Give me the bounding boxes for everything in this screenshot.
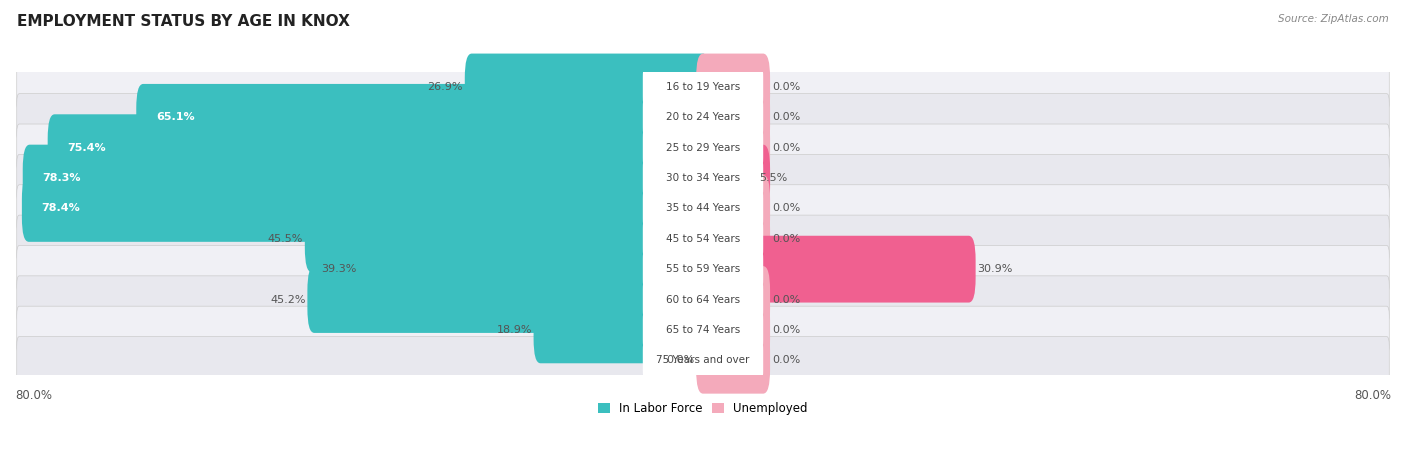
Text: EMPLOYMENT STATUS BY AGE IN KNOX: EMPLOYMENT STATUS BY AGE IN KNOX <box>17 14 350 28</box>
Text: 20 to 24 Years: 20 to 24 Years <box>666 112 740 122</box>
Text: 0.0%: 0.0% <box>772 112 800 122</box>
Text: 78.3%: 78.3% <box>42 173 82 183</box>
Text: 18.9%: 18.9% <box>496 325 531 335</box>
Text: 60 to 64 Years: 60 to 64 Years <box>666 294 740 305</box>
FancyBboxPatch shape <box>643 123 763 173</box>
FancyBboxPatch shape <box>17 124 1389 171</box>
Text: 26.9%: 26.9% <box>427 82 463 92</box>
Text: 30.9%: 30.9% <box>977 264 1012 274</box>
Text: 0.0%: 0.0% <box>772 143 800 153</box>
Text: 25 to 29 Years: 25 to 29 Years <box>666 143 740 153</box>
FancyBboxPatch shape <box>17 245 1389 293</box>
Text: 55 to 59 Years: 55 to 59 Years <box>666 264 740 274</box>
Text: 5.5%: 5.5% <box>759 173 787 183</box>
FancyBboxPatch shape <box>17 215 1389 262</box>
Text: 0.0%: 0.0% <box>772 294 800 305</box>
FancyBboxPatch shape <box>17 63 1389 111</box>
Text: 65 to 74 Years: 65 to 74 Years <box>666 325 740 335</box>
FancyBboxPatch shape <box>643 62 763 112</box>
FancyBboxPatch shape <box>465 54 710 120</box>
FancyBboxPatch shape <box>22 144 710 212</box>
FancyBboxPatch shape <box>696 297 770 363</box>
FancyBboxPatch shape <box>17 154 1389 202</box>
Text: 16 to 19 Years: 16 to 19 Years <box>666 82 740 92</box>
FancyBboxPatch shape <box>17 276 1389 323</box>
FancyBboxPatch shape <box>643 305 763 355</box>
Text: 30 to 34 Years: 30 to 34 Years <box>666 173 740 183</box>
FancyBboxPatch shape <box>643 153 763 203</box>
Text: 75.4%: 75.4% <box>67 143 105 153</box>
FancyBboxPatch shape <box>359 236 710 302</box>
Text: 0.0%: 0.0% <box>772 325 800 335</box>
Text: 78.4%: 78.4% <box>42 203 80 213</box>
FancyBboxPatch shape <box>643 184 763 234</box>
Text: 80.0%: 80.0% <box>1354 389 1391 402</box>
Text: 35 to 44 Years: 35 to 44 Years <box>666 203 740 213</box>
FancyBboxPatch shape <box>696 84 770 151</box>
FancyBboxPatch shape <box>48 114 710 181</box>
FancyBboxPatch shape <box>17 185 1389 232</box>
Text: 65.1%: 65.1% <box>156 112 194 122</box>
FancyBboxPatch shape <box>136 84 710 151</box>
FancyBboxPatch shape <box>696 144 770 212</box>
FancyBboxPatch shape <box>534 297 710 363</box>
FancyBboxPatch shape <box>17 337 1389 384</box>
Text: 0.0%: 0.0% <box>772 203 800 213</box>
Text: 45 to 54 Years: 45 to 54 Years <box>666 234 740 244</box>
FancyBboxPatch shape <box>643 335 763 385</box>
Legend: In Labor Force, Unemployed: In Labor Force, Unemployed <box>598 402 808 415</box>
FancyBboxPatch shape <box>643 244 763 294</box>
FancyBboxPatch shape <box>696 114 770 181</box>
FancyBboxPatch shape <box>308 266 710 333</box>
FancyBboxPatch shape <box>643 92 763 142</box>
FancyBboxPatch shape <box>696 54 770 120</box>
FancyBboxPatch shape <box>643 214 763 264</box>
Text: 0.0%: 0.0% <box>772 234 800 244</box>
Text: 39.3%: 39.3% <box>321 264 356 274</box>
Text: 75 Years and over: 75 Years and over <box>657 355 749 365</box>
FancyBboxPatch shape <box>643 274 763 324</box>
Text: 45.2%: 45.2% <box>270 294 305 305</box>
FancyBboxPatch shape <box>17 94 1389 141</box>
Text: 80.0%: 80.0% <box>15 389 52 402</box>
Text: Source: ZipAtlas.com: Source: ZipAtlas.com <box>1278 14 1389 23</box>
FancyBboxPatch shape <box>696 175 770 242</box>
Text: 45.5%: 45.5% <box>267 234 304 244</box>
FancyBboxPatch shape <box>696 236 976 302</box>
FancyBboxPatch shape <box>22 175 710 242</box>
Text: 0.0%: 0.0% <box>666 355 695 365</box>
Text: 0.0%: 0.0% <box>772 355 800 365</box>
Text: 0.0%: 0.0% <box>772 82 800 92</box>
FancyBboxPatch shape <box>696 205 770 272</box>
FancyBboxPatch shape <box>305 205 710 272</box>
FancyBboxPatch shape <box>696 266 770 333</box>
FancyBboxPatch shape <box>17 306 1389 354</box>
FancyBboxPatch shape <box>696 327 770 394</box>
